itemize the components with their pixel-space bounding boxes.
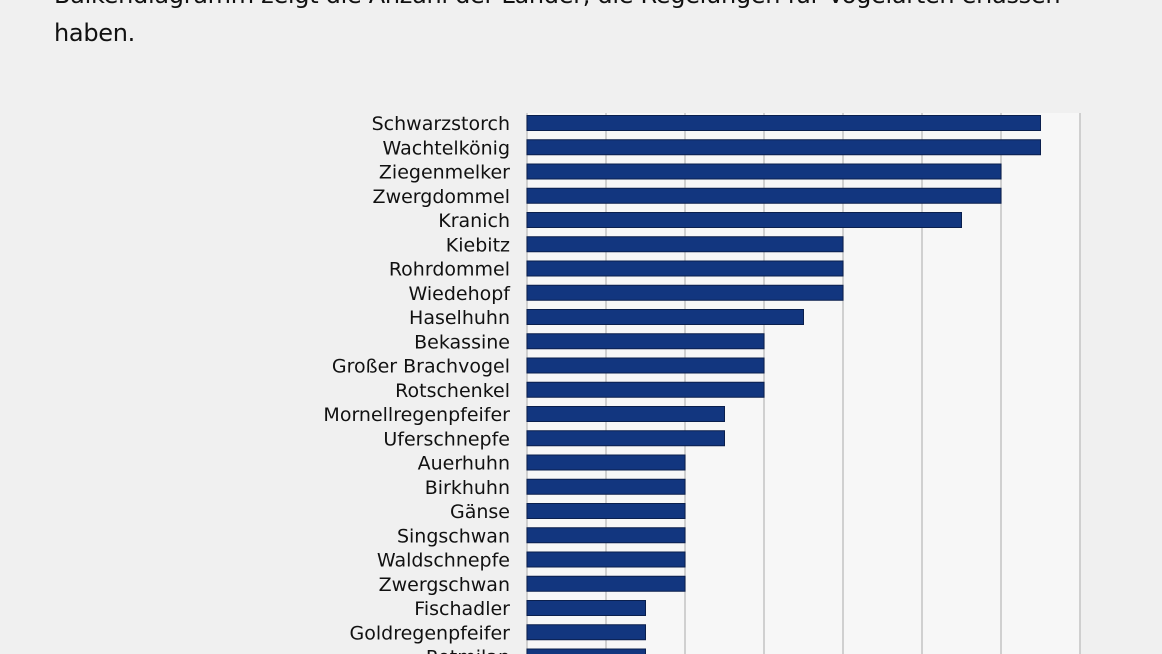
bar (526, 115, 1041, 131)
category-label: Rotmilan (426, 647, 510, 654)
bar (526, 236, 844, 253)
category-label: Kranich (438, 210, 510, 232)
bar (526, 454, 686, 471)
bar (526, 309, 804, 325)
bar (526, 381, 765, 398)
category-label: Kiebitz (446, 234, 510, 256)
category-label: Großer Brachvogel (332, 356, 510, 378)
bar (526, 527, 686, 544)
category-label: Wiedehopf (408, 283, 511, 305)
bar (526, 503, 686, 519)
category-label: Singschwan (397, 525, 510, 547)
bar (526, 624, 646, 641)
bar (526, 187, 1002, 204)
category-label: Rotschenkel (395, 380, 510, 402)
bar (526, 284, 844, 301)
bar (526, 600, 646, 616)
bar (526, 648, 646, 654)
category-label: Wachtelkönig (383, 137, 510, 159)
category-label: Zwergdommel (373, 186, 510, 208)
category-label: Waldschnepfe (377, 550, 510, 572)
bar (526, 139, 1041, 156)
category-label: Haselhuhn (409, 307, 510, 329)
category-label: Gänse (450, 501, 510, 523)
bar (526, 551, 686, 568)
category-label: Mornellregenpfeifer (323, 404, 510, 426)
category-label: Rohrdommel (389, 259, 510, 281)
category-label: Zwergschwan (379, 574, 510, 596)
category-label: Birkhuhn (425, 477, 510, 499)
intro-text: Balkendiagramm zeigt die Anzahl der Länd… (54, 0, 1061, 47)
category-label: Goldregenpfeifer (350, 622, 511, 644)
bar (526, 260, 844, 277)
category-label: Fischadler (414, 598, 510, 620)
bar (526, 333, 765, 350)
category-label: Schwarzstorch (372, 113, 510, 135)
bar (526, 357, 765, 374)
category-label: Bekassine (414, 331, 510, 353)
category-label: Uferschnepfe (383, 428, 510, 450)
category-label: Auerhuhn (418, 453, 510, 475)
bar (526, 430, 725, 447)
category-label: Ziegenmelker (379, 162, 510, 184)
bar (526, 212, 962, 228)
bar (526, 163, 1002, 180)
bar (526, 478, 686, 495)
bar (526, 406, 725, 422)
bar (526, 575, 686, 592)
